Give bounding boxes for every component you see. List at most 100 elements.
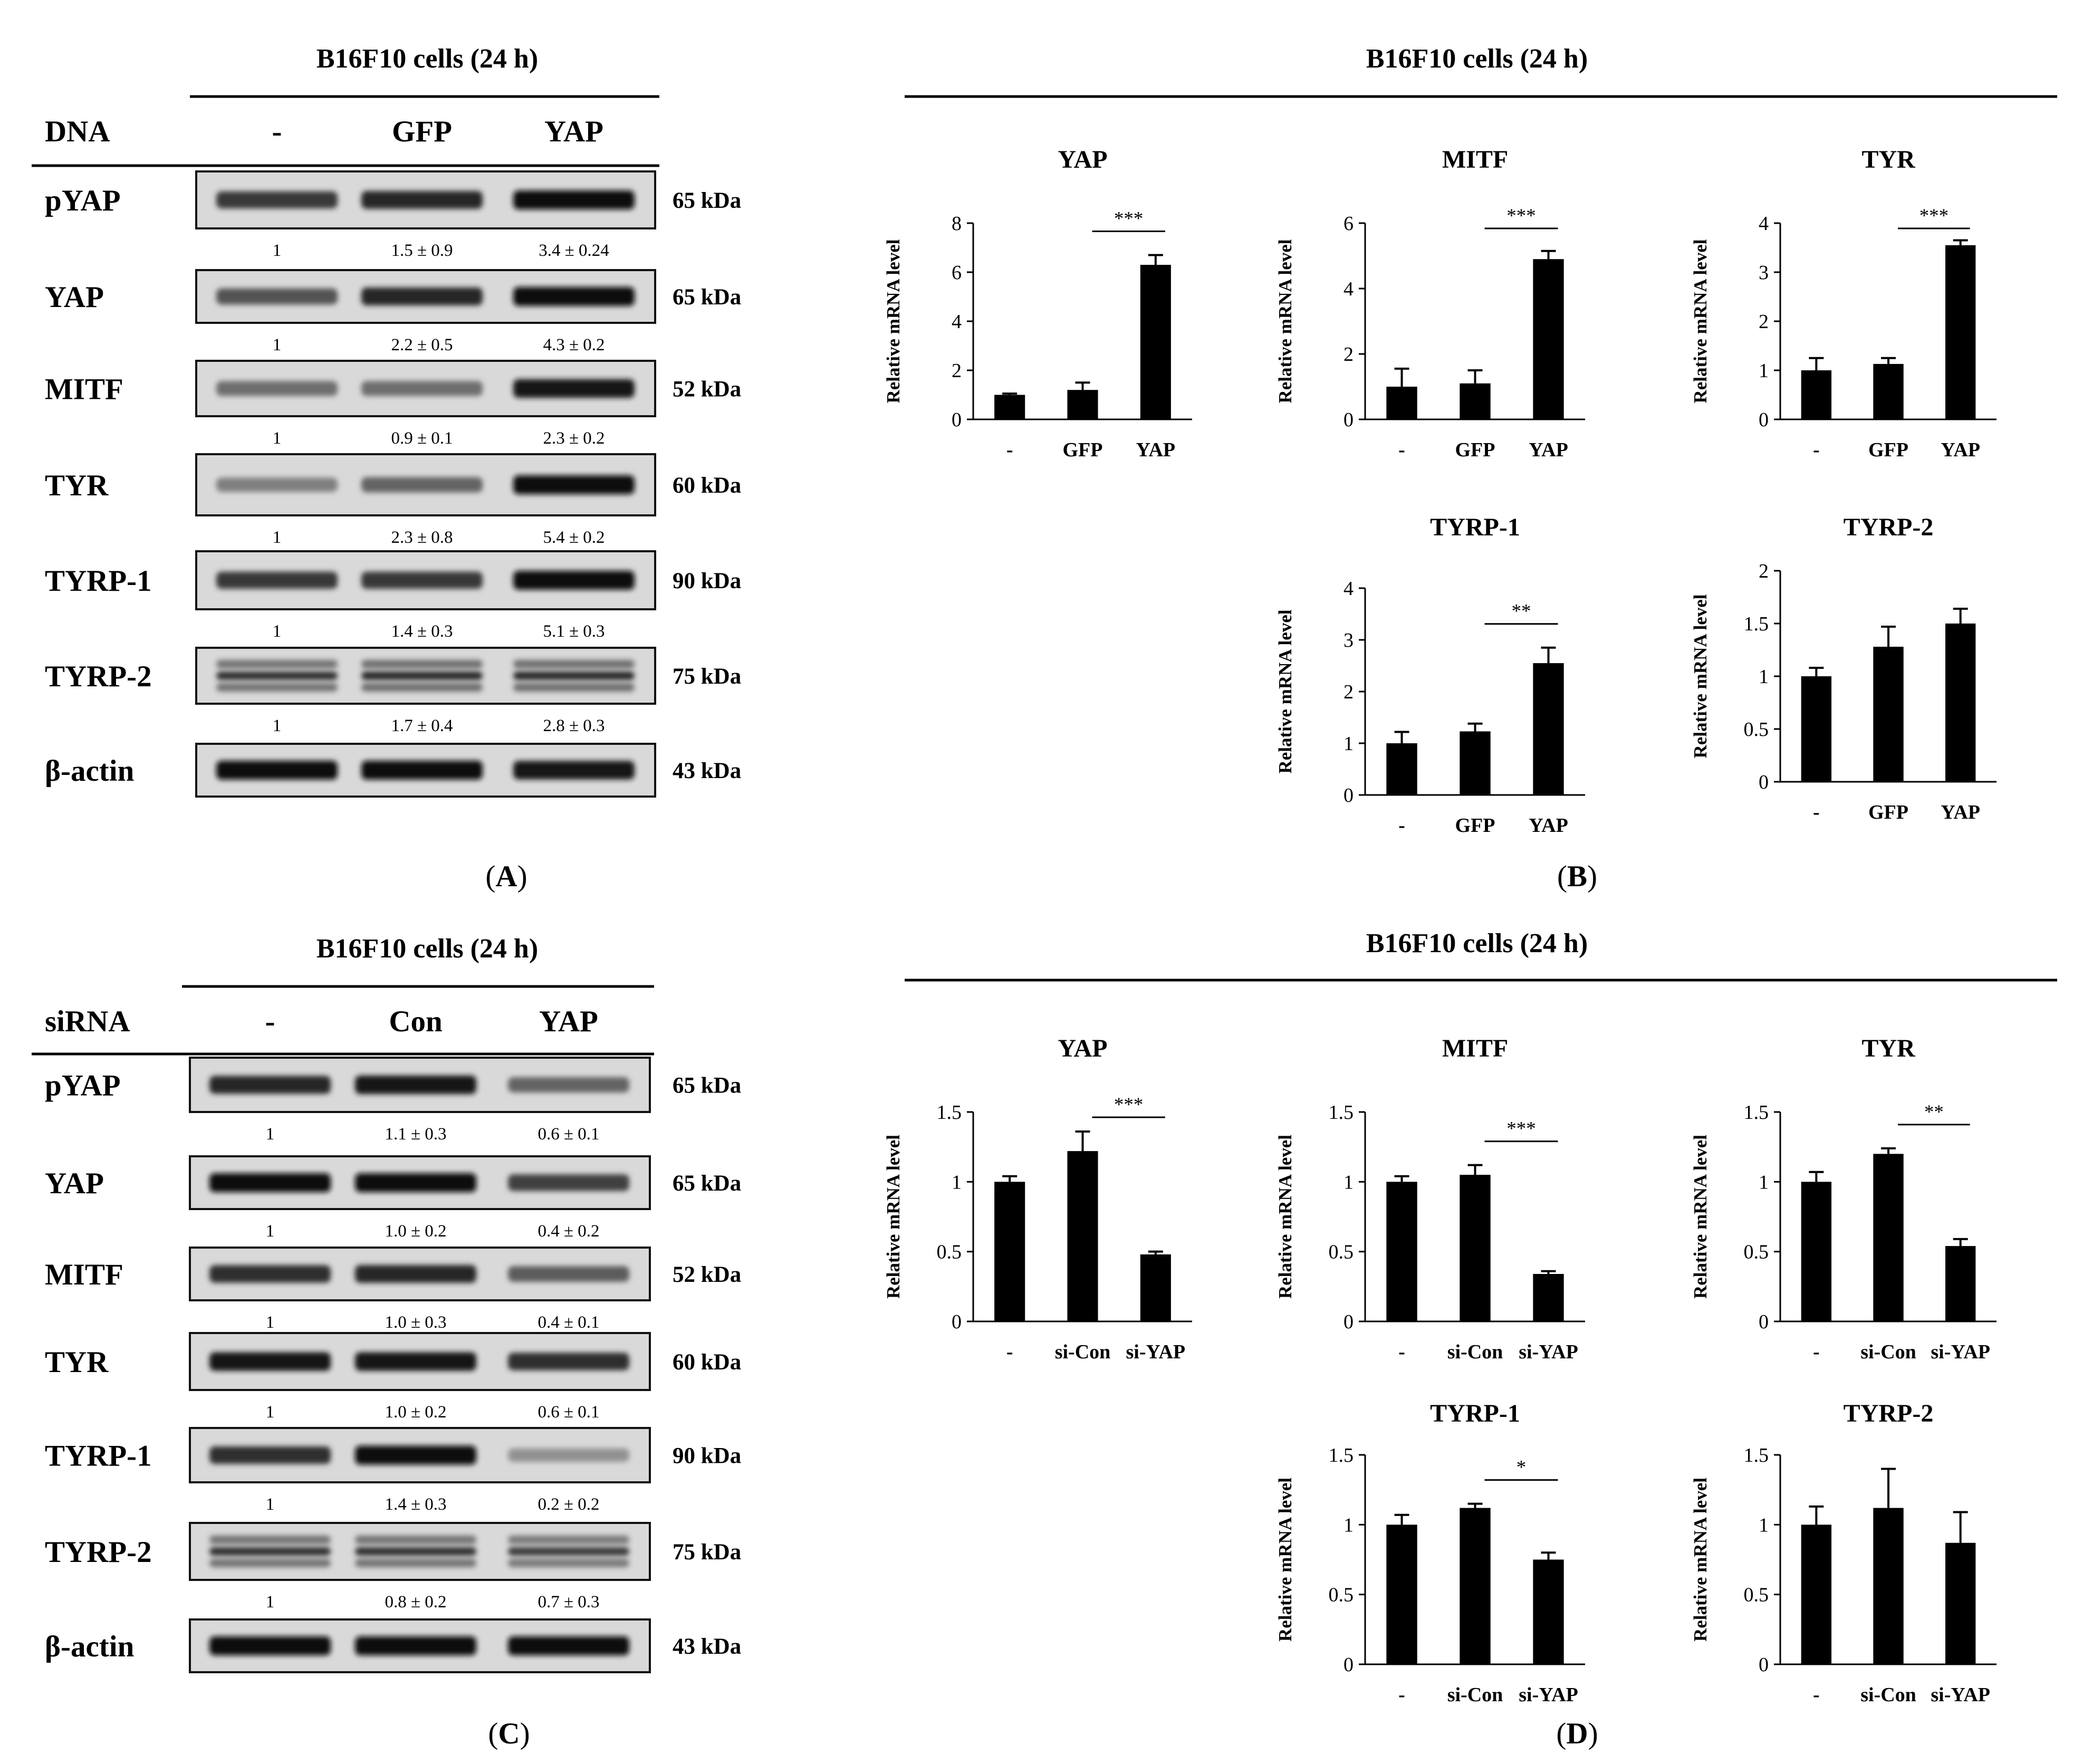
chart-d-mitf-ytick-label-0: 0 [1344, 1311, 1354, 1333]
panel-a-row-6-lane-2-band-3 [361, 683, 483, 692]
chart-b-tyrp-2-ytick-label-1: 0.5 [1744, 718, 1769, 741]
chart-b-tyrp-2-ytick-label-0: 0 [1759, 771, 1769, 793]
chart-b-tyrp-2-xtick-label-3: YAP [1941, 801, 1980, 823]
panel-a-row-1-lane-3-quant: 3.4 ± 0.24 [539, 241, 609, 260]
panel-c-row-5-lane-1-quant: 1 [266, 1495, 275, 1514]
chart-b-tyr-ytick-label-3: 3 [1759, 262, 1769, 284]
chart-b-mitf-ytick-label-1: 2 [1344, 343, 1354, 366]
chart-b-mitf-ylabel: Relative mRNA level [1275, 239, 1295, 403]
panel-d-letter: (D) [1556, 1717, 1598, 1750]
chart-b-tyr-ytick-label-1: 1 [1759, 360, 1769, 382]
chart-b-tyrp-1-bar-2 [1460, 731, 1491, 795]
panel-a-row-5-lane-3-quant: 5.1 ± 0.3 [543, 622, 604, 641]
panel-a-row-6-lane-3-band-2 [513, 672, 635, 680]
chart-b-tyrp-2-ytick-label-2: 1 [1759, 666, 1769, 688]
panel-c-row-1-lane-3-band [508, 1077, 629, 1092]
chart-d-tyrp-2-xtick-label-2: si-Con [1860, 1684, 1916, 1706]
panel-c-row-3-lane-1-quant: 1 [266, 1313, 275, 1332]
chart-b-tyrp-1-significance-label: ** [1512, 601, 1531, 622]
chart-d-yap-bar-1 [994, 1182, 1025, 1321]
chart-d-tyrp-2-ytick-label-0: 0 [1759, 1654, 1769, 1676]
panel-d-title: B16F10 cells (24 h) [1366, 928, 1588, 958]
panel-a-treatment-label: DNA [45, 115, 110, 148]
panel-a-row-7-lane-2-band [361, 761, 483, 780]
panel-c-row-3-lane-3-quant: 0.4 ± 0.1 [538, 1313, 599, 1332]
panel-c-row-2-protein-label: YAP [45, 1167, 104, 1200]
chart-d-tyrp-2: TYRP-2 Relative mRNA level 0 0.5 1 1.5 - si-Con… [1690, 1399, 1997, 1706]
chart-d-tyrp-1-significance-label: * [1517, 1457, 1527, 1479]
panel-c-row-5-lane-2-band [355, 1445, 476, 1465]
chart-d-mitf: MITF Relative mRNA level 0 0.5 1 1.5 - si-Con si… [1275, 1034, 1585, 1363]
chart-b-tyrp-1-ytick-label-0: 0 [1344, 784, 1354, 807]
panel-d-letter-text: D [1566, 1717, 1588, 1750]
chart-d-tyr-ytick-label-2: 1 [1759, 1171, 1769, 1193]
chart-d-tyr-ytick-label-3: 1.5 [1744, 1101, 1769, 1124]
panel-a-row-1-lane-1-quant: 1 [273, 241, 282, 260]
chart-d-mitf-xtick-label-2: si-Con [1447, 1341, 1503, 1363]
chart-d-mitf-ylabel: Relative mRNA level [1275, 1135, 1295, 1299]
panel-a-row-2-lane-1-quant: 1 [273, 335, 282, 354]
chart-d-tyrp-2-ylabel: Relative mRNA level [1690, 1478, 1711, 1642]
chart-b-tyrp-1-ylabel: Relative mRNA level [1275, 609, 1295, 773]
chart-b-mitf-title: MITF [1442, 146, 1508, 174]
chart-d-yap-ylabel: Relative mRNA level [883, 1135, 904, 1299]
panel-c-row-5-mw-label: 90 kDa [673, 1444, 741, 1469]
panel-c-row-3-lane-2-quant: 1.0 ± 0.3 [385, 1313, 446, 1332]
panel-a-row-2-protein-label: YAP [45, 281, 104, 314]
panel-a-row-2-lane-3-band [513, 287, 635, 306]
chart-b-tyrp-2-ytick-label-4: 2 [1759, 560, 1769, 582]
chart-b-tyr-bar-3 [1945, 245, 1976, 419]
panel-c-row-2-lane-3-quant: 0.4 ± 0.2 [538, 1222, 599, 1241]
panel-c-row-6-lane-1-band-3 [209, 1559, 331, 1567]
panel-a-row-3-lane-2-band [361, 381, 483, 396]
panel-c-row-1-lane-2-band [355, 1075, 476, 1095]
chart-d-tyr-xtick-label-3: si-YAP [1931, 1341, 1990, 1363]
panel-a-row-7-lane-3-band [513, 761, 635, 780]
panel-d-qpcr-charts: B16F10 cells (24 h) YAP Relative mRNA lev… [883, 928, 2057, 1750]
chart-d-tyrp-1-bar-3 [1533, 1559, 1564, 1664]
chart-d-tyr-significance-label: ** [1924, 1101, 1944, 1123]
chart-d-yap-xtick-label-2: si-Con [1055, 1341, 1111, 1363]
panel-c-row-4-protein-label: TYR [45, 1346, 109, 1379]
chart-b-yap-bar-2 [1067, 390, 1098, 419]
panel-a-row-2-lane-3-quant: 4.3 ± 0.2 [543, 335, 604, 354]
panel-a-row-5-lane-2-quant: 1.4 ± 0.3 [391, 622, 453, 641]
panel-c-row-3-lane-2-band [355, 1265, 476, 1283]
panel-c-row-4-lane-2-band [355, 1352, 476, 1371]
panel-a-row-3-lane-3-quant: 2.3 ± 0.2 [543, 429, 604, 448]
panel-c-row-6-lane-1-band-1 [209, 1536, 331, 1544]
chart-d-tyrp-1-ytick-label-1: 0.5 [1329, 1584, 1354, 1606]
panel-a-row-3-mw-label: 52 kDa [673, 377, 741, 402]
chart-b-tyr-ylabel: Relative mRNA level [1690, 239, 1711, 403]
chart-d-mitf-bar-3 [1533, 1274, 1564, 1321]
panel-c-row-4-lane-1-band [209, 1352, 331, 1371]
panel-c-row-7-lane-2-band [355, 1636, 476, 1655]
panel-c-row-2-lane-1-band [209, 1173, 331, 1192]
panel-c-row-4-lane-1-quant: 1 [266, 1403, 275, 1422]
chart-b-tyr-xtick-label-3: YAP [1941, 439, 1980, 461]
panel-a-row-6-lane-1-band-3 [216, 683, 338, 692]
chart-d-tyr-xtick-label-2: si-Con [1860, 1341, 1916, 1363]
chart-b-tyrp-2: TYRP-2 Relative mRNA level 0 0.5 1 1.5 2 - GFP YA… [1690, 513, 1997, 823]
panel-a-row-2-lane-2-band [361, 287, 483, 305]
chart-b-mitf-bar-2 [1460, 383, 1491, 419]
panel-c-row-3-mw-label: 52 kDa [673, 1262, 741, 1287]
panel-c-row-5-protein-label: TYRP-1 [45, 1440, 152, 1473]
panel-a-row-5-lane-2-band [361, 571, 483, 589]
panel-a-row-3-lane-3-band [513, 379, 635, 398]
panel-c-treatment-label: siRNA [45, 1005, 130, 1038]
chart-d-tyrp-1-bar-1 [1386, 1525, 1417, 1664]
panel-a-row-5-protein-label: TYRP-1 [45, 564, 152, 598]
chart-d-tyrp-2-xtick-label-3: si-YAP [1931, 1684, 1990, 1706]
chart-b-mitf-significance-label: *** [1506, 205, 1536, 227]
chart-d-tyrp-2-xtick-label-1: - [1813, 1684, 1820, 1706]
panel-b-letter: (B) [1557, 860, 1597, 893]
chart-d-tyrp-1-xtick-label-2: si-Con [1447, 1684, 1503, 1706]
chart-d-mitf-xtick-label-1: - [1398, 1341, 1405, 1363]
panel-a-row-4-lane-3-band [513, 475, 635, 494]
chart-b-tyrp-2-ylabel: Relative mRNA level [1690, 594, 1711, 758]
panel-c-row-7-lane-3-band [508, 1636, 629, 1655]
